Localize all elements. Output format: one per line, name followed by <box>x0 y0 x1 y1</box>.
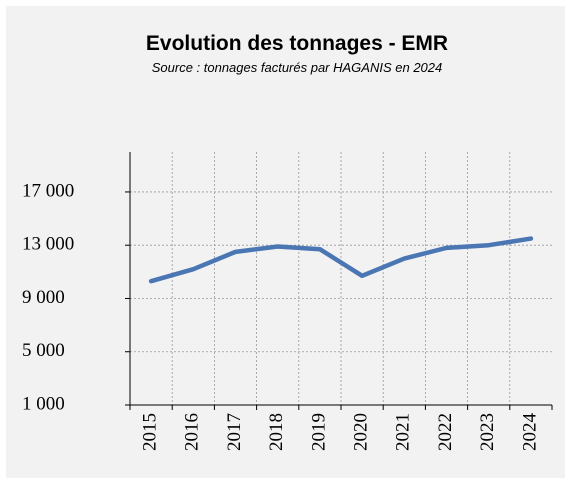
x-tick-label: 2021 <box>393 413 414 451</box>
x-tick-label: 2019 <box>308 413 329 451</box>
x-tick-label: 2024 <box>519 413 540 452</box>
x-tick-label: 2018 <box>266 413 287 451</box>
y-tick-label: 9 000 <box>22 287 65 308</box>
x-tick-label: 2017 <box>224 413 245 451</box>
x-tick-label: 2015 <box>139 413 160 451</box>
y-tick-label: 13 000 <box>22 234 74 255</box>
x-tick-label: 2023 <box>477 413 498 451</box>
line-series <box>148 236 534 284</box>
chart-background <box>6 6 565 478</box>
y-tick-label: 1 000 <box>22 393 65 414</box>
chart-subtitle: Source : tonnages facturés par HAGANIS e… <box>152 60 443 75</box>
x-tick-label: 2020 <box>350 413 371 451</box>
y-tick-label: 17 000 <box>22 180 74 201</box>
chart-title: Evolution des tonnages - EMR <box>146 32 448 55</box>
y-tick-label: 5 000 <box>22 340 65 361</box>
x-tick-label: 2016 <box>182 413 203 451</box>
x-tick-label: 2022 <box>435 413 456 451</box>
